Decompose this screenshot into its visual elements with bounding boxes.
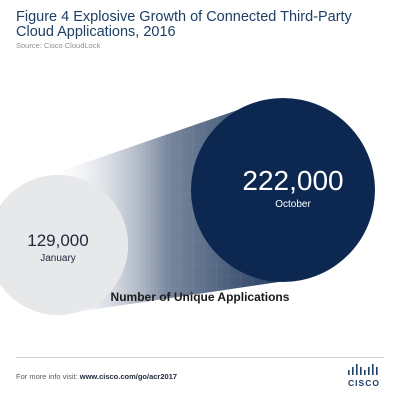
category-label-january: January (40, 253, 76, 264)
figure-title: Figure 4 Explosive Growth of Connected T… (16, 9, 352, 40)
footer-prefix: For more info visit: (16, 372, 80, 381)
footer-divider (16, 357, 384, 358)
footer-info: For more info visit: www.cisco.com/go/ac… (16, 372, 177, 381)
bubble-january (0, 174, 129, 316)
cisco-wordmark: CISCO (348, 378, 380, 388)
cisco-logo: CISCO (340, 364, 388, 390)
chart-caption: Number of Unique Applications (110, 290, 290, 304)
value-label-october: 222,000 (242, 165, 343, 196)
category-label-october: October (275, 199, 311, 210)
cisco-bars-icon (348, 364, 378, 375)
value-label-january: 129,000 (27, 231, 88, 250)
bubble-october (191, 98, 375, 282)
footer-url-link[interactable]: www.cisco.com/go/acr2017 (79, 372, 178, 381)
figure-source: Source: Cisco CloudLock (16, 41, 101, 50)
